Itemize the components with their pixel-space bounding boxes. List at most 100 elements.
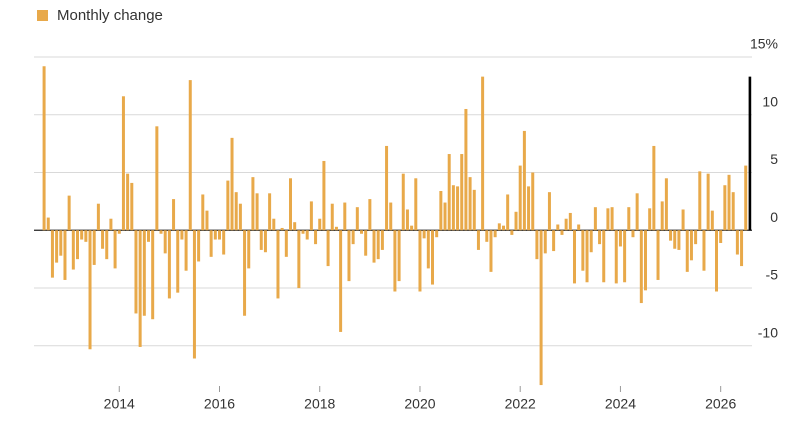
- legend-swatch: [37, 10, 48, 21]
- bar: [410, 225, 414, 231]
- bar: [234, 192, 238, 231]
- bar: [213, 230, 217, 240]
- bar: [639, 230, 643, 304]
- bar: [664, 178, 668, 231]
- bar: [289, 178, 292, 231]
- bar: [205, 210, 209, 231]
- x-tick-label: 2018: [304, 396, 335, 412]
- bar: [347, 230, 351, 282]
- bar: [706, 173, 710, 231]
- bar: [343, 202, 347, 231]
- y-tick-label: -5: [766, 267, 779, 283]
- bar: [635, 193, 639, 231]
- bar: [510, 230, 514, 235]
- bar: [585, 230, 589, 283]
- bar: [660, 201, 664, 231]
- bar: [401, 173, 405, 231]
- y-tick-label: 0: [770, 209, 778, 225]
- bar: [727, 174, 731, 231]
- bar: [489, 230, 493, 272]
- bar: [142, 230, 146, 316]
- bar: [126, 173, 130, 231]
- bar: [276, 230, 280, 299]
- bar: [522, 130, 526, 231]
- bar: [719, 230, 723, 243]
- bar: [109, 218, 113, 231]
- bar: [593, 207, 597, 231]
- bar: [723, 185, 727, 231]
- bar: [493, 230, 497, 238]
- bar: [151, 230, 155, 320]
- bar: [748, 76, 752, 231]
- bar: [531, 172, 535, 231]
- bar: [447, 154, 451, 231]
- bar: [623, 230, 627, 283]
- bar: [134, 230, 138, 314]
- bar: [197, 230, 201, 262]
- bar: [644, 230, 647, 291]
- bar: [560, 230, 564, 235]
- bar: [685, 230, 689, 272]
- bar: [71, 230, 75, 270]
- bar: [272, 218, 276, 231]
- bar: [481, 76, 485, 231]
- bar: [681, 209, 685, 231]
- bar: [230, 137, 234, 231]
- bar: [527, 186, 531, 231]
- bar: [293, 222, 297, 231]
- bar: [330, 203, 334, 231]
- bar: [456, 186, 460, 231]
- bar: [268, 193, 272, 231]
- bar: [443, 202, 447, 231]
- bar: [326, 230, 330, 267]
- y-tick-label: 5: [770, 151, 778, 167]
- bar: [577, 224, 581, 231]
- bar: [543, 230, 547, 254]
- bar: [451, 185, 455, 231]
- bar: [472, 189, 476, 231]
- bar: [744, 165, 748, 231]
- y-tick-label: 15%: [750, 36, 778, 52]
- bar: [627, 207, 631, 231]
- bar: [46, 217, 50, 231]
- bar: [176, 230, 180, 293]
- bar: [735, 230, 739, 255]
- bar: [251, 177, 255, 231]
- bar: [464, 108, 468, 231]
- bar: [364, 230, 368, 256]
- bar: [280, 227, 284, 231]
- bar: [226, 180, 230, 231]
- bar: [535, 230, 539, 260]
- bar: [710, 210, 714, 231]
- bar: [76, 230, 79, 260]
- bar: [209, 230, 213, 257]
- bar: [497, 223, 501, 231]
- bar: [284, 230, 288, 257]
- bar: [84, 230, 88, 242]
- bar: [435, 230, 439, 238]
- bar: [652, 145, 656, 231]
- bar: [159, 230, 163, 234]
- bar: [305, 230, 309, 240]
- bar: [218, 230, 221, 240]
- bar: [42, 66, 46, 231]
- bar: [105, 230, 109, 260]
- bar: [167, 230, 171, 299]
- bar: [180, 230, 184, 240]
- bar: [698, 171, 702, 231]
- x-tick-label: 2026: [705, 396, 736, 412]
- bar: [385, 145, 389, 231]
- bar: [715, 230, 718, 292]
- bar: [322, 160, 326, 231]
- bar: [96, 203, 100, 231]
- bar: [163, 230, 167, 254]
- bar: [80, 230, 84, 240]
- bar: [201, 194, 205, 231]
- bar: [351, 230, 355, 245]
- bar: [694, 230, 698, 245]
- x-tick-label: 2022: [505, 396, 536, 412]
- bar: [485, 230, 489, 242]
- bar: [63, 230, 67, 280]
- bar: [297, 230, 301, 289]
